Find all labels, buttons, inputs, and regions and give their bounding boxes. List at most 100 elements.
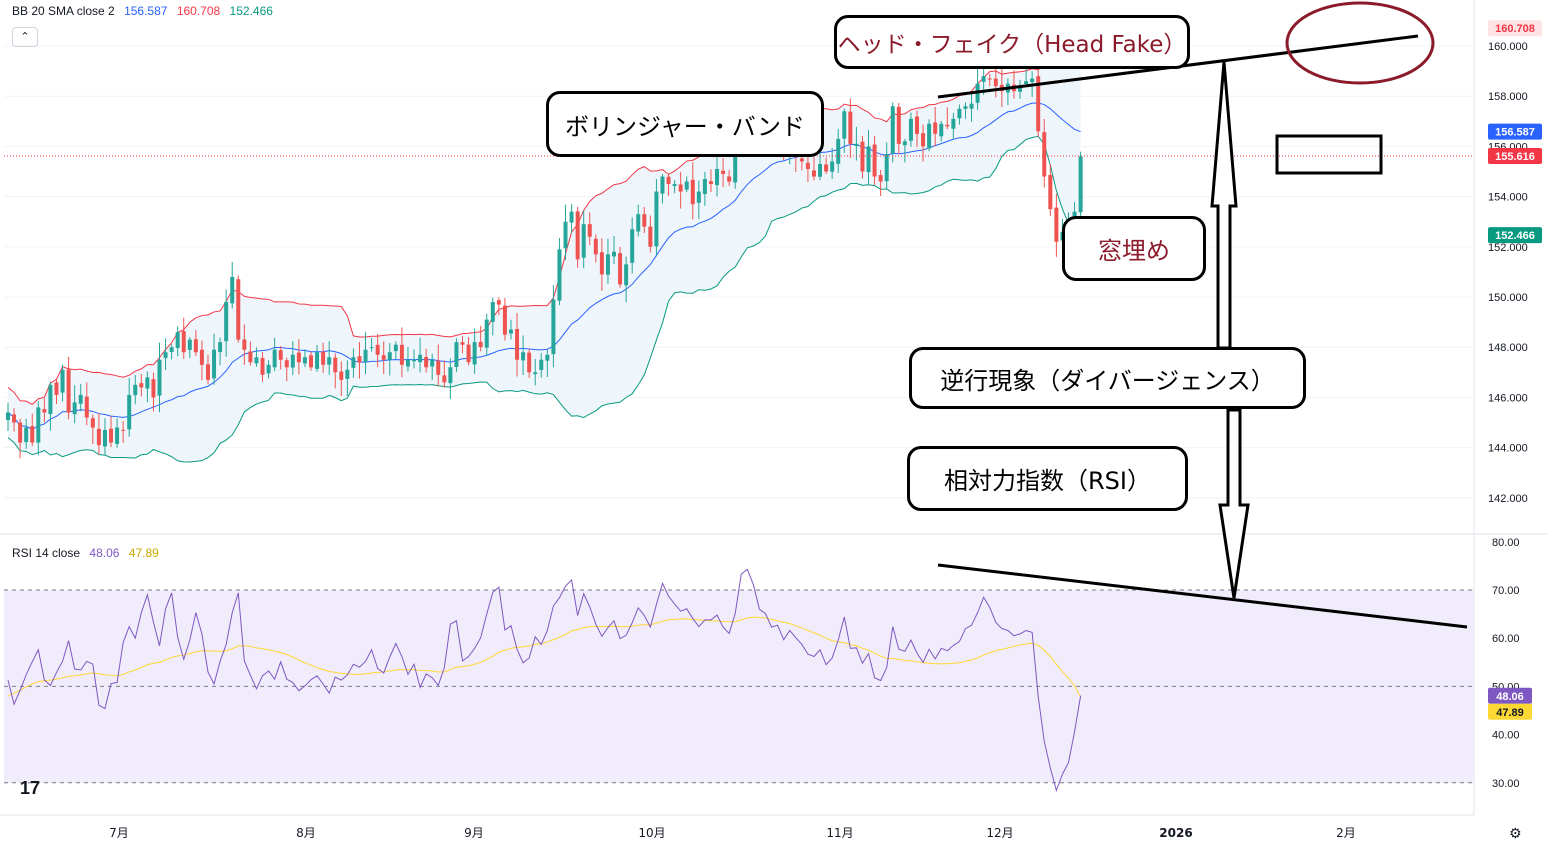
candle-body — [878, 175, 883, 182]
price-tick-label: 148.000 — [1488, 342, 1528, 354]
rsi-last-label: 48.06 — [1496, 691, 1524, 703]
candle-body — [927, 123, 932, 149]
candle-body — [866, 146, 871, 173]
candle-body — [278, 350, 283, 360]
candle-body — [902, 141, 907, 146]
candle-body — [115, 427, 120, 444]
lower-band-label: 152.466 — [1495, 230, 1535, 242]
up-arrow — [1210, 61, 1238, 350]
candle-body — [684, 181, 689, 190]
candle-body — [733, 146, 738, 183]
rsi-tick-label: 40.00 — [1492, 730, 1520, 742]
candle-body — [121, 429, 126, 431]
annotation-bollinger: ボリンジャー・バンド — [546, 91, 824, 157]
gear-icon[interactable]: ⚙ — [1509, 826, 1522, 842]
candle-body — [193, 339, 198, 353]
candle-body — [1018, 86, 1023, 92]
lower-band-label-bg — [1488, 227, 1542, 244]
candle-body — [30, 426, 35, 443]
basis-label: 156.587 — [1495, 127, 1535, 139]
rsi-tick-label: 60.00 — [1492, 633, 1520, 645]
candle-body — [272, 349, 277, 368]
rsi-legend: RSI 14 close 48.06 47.89 — [12, 546, 165, 560]
candle-body — [157, 359, 162, 396]
time-tick-label: 10月 — [638, 826, 665, 840]
candle-body — [145, 377, 150, 389]
candle-body — [1036, 76, 1041, 132]
price-tick-label: 160.000 — [1488, 41, 1528, 53]
time-tick-label: 8月 — [296, 826, 316, 840]
candle-body — [557, 249, 562, 301]
candle-body — [1024, 81, 1029, 85]
candle-body — [412, 359, 417, 362]
candle-body — [945, 124, 950, 127]
candle-body — [551, 299, 556, 355]
candle-body — [648, 226, 653, 247]
candle-body — [78, 394, 83, 404]
candle-body — [54, 382, 59, 395]
candle-body — [508, 329, 513, 334]
candle-body — [484, 319, 489, 348]
candle-body — [830, 161, 835, 172]
candle-body — [296, 352, 301, 363]
candle-body — [581, 224, 586, 258]
bb-lower-line — [7, 135, 1081, 463]
candle-body — [569, 211, 574, 223]
current-price-label-bg — [1488, 148, 1542, 165]
candle-body — [654, 191, 659, 247]
candle-body — [460, 342, 465, 345]
candle-body — [811, 170, 816, 177]
candle-body — [993, 78, 998, 87]
chevron-up-icon[interactable]: ⌃ — [12, 27, 38, 47]
candle-body — [309, 355, 313, 368]
time-tick-label: 11月 — [826, 826, 853, 840]
candle-body — [36, 407, 41, 443]
price-tick-label: 152.000 — [1488, 242, 1528, 254]
candle-body — [393, 344, 398, 352]
candle-body — [618, 253, 623, 285]
price-tick-label: 146.000 — [1488, 392, 1528, 404]
candle-body — [630, 229, 635, 263]
candle-body — [96, 428, 101, 446]
rsi-tick-label: 30.00 — [1492, 778, 1520, 790]
bb-lower-value: 152.466 — [229, 4, 273, 18]
candle-body — [266, 364, 271, 374]
candle-body — [587, 224, 592, 237]
candle-body — [957, 108, 962, 119]
time-tick-label: 9月 — [464, 826, 484, 840]
candle-body — [84, 396, 89, 418]
candle-body — [72, 402, 77, 415]
current-price-label: 155.616 — [1495, 151, 1535, 163]
tradingview-logo: 17 — [20, 778, 41, 798]
candle-body — [242, 339, 247, 350]
bollinger-lines — [7, 24, 1081, 463]
time-tick-label: 7月 — [109, 826, 129, 840]
price-tick-label: 142.000 — [1488, 493, 1528, 505]
candle-body — [430, 359, 435, 367]
candle-body — [515, 328, 520, 360]
candle-body — [672, 184, 677, 187]
annotation-head-fake: ヘッド・フェイク（Head Fake） — [834, 15, 1190, 69]
candle-body — [1054, 207, 1059, 242]
candle-body — [872, 144, 877, 177]
candle-body — [727, 176, 732, 182]
bb-label: BB 20 SMA close 2 — [12, 4, 115, 18]
rsi-ma-last-label: 47.89 — [1496, 707, 1524, 719]
drawings — [937, 1, 1468, 629]
candle-body — [605, 254, 610, 275]
candle-body — [418, 354, 423, 363]
candle-body — [345, 369, 350, 379]
upper-band-label-bg — [1488, 20, 1542, 37]
gap-box — [1275, 134, 1383, 175]
candle-body — [387, 352, 392, 360]
candle-body — [1042, 132, 1047, 177]
candle-body — [302, 357, 307, 364]
candle-body — [472, 342, 477, 365]
candle-body — [981, 76, 986, 82]
candle-body — [199, 349, 204, 365]
candle-body — [363, 349, 368, 363]
candle-body — [254, 357, 259, 364]
candle-body — [490, 302, 495, 322]
candle-body — [636, 214, 641, 232]
candle-body — [696, 191, 701, 203]
